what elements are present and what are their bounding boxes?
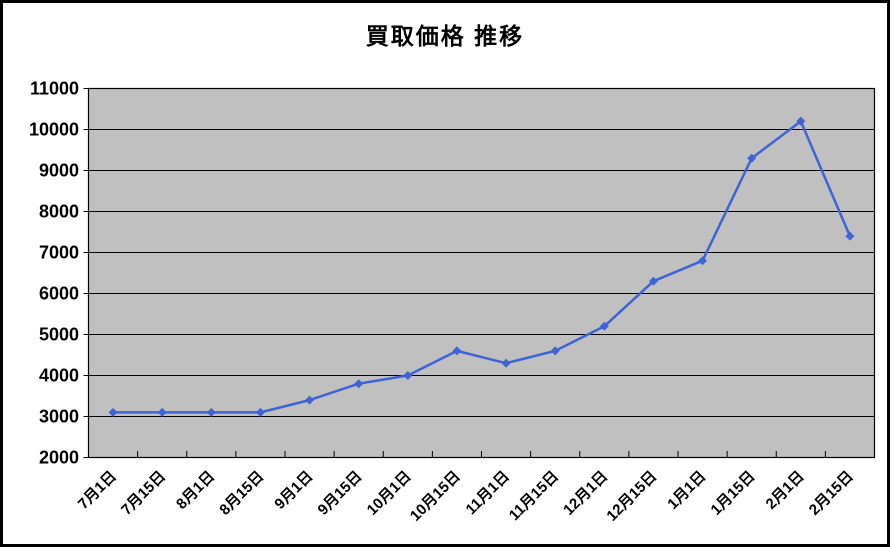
x-axis-label: 11月1日 [463,468,513,518]
data-point-marker [255,407,265,417]
data-point-marker [599,321,609,331]
plot-area [88,88,875,458]
data-point-marker [698,256,708,266]
data-point-marker [796,116,806,126]
y-axis-label: 11000 [30,79,79,99]
y-axis-label: 5000 [39,325,79,345]
data-point-marker [206,407,216,417]
x-axis-label: 12月15日 [603,468,660,525]
x-axis-label: 7月15日 [118,468,169,519]
data-point-marker [550,346,560,356]
y-axis-label: 3000 [39,407,79,427]
x-axis-label: 1月1日 [664,468,709,513]
y-axis-label: 10000 [29,120,79,140]
x-axis-label: 2月1日 [763,468,808,513]
y-axis-label: 7000 [39,243,79,263]
y-axis-label: 6000 [39,284,79,304]
chart-title: 買取価格 推移 [365,23,525,49]
y-axis-label: 2000 [39,448,79,468]
data-point-marker [305,395,315,405]
y-axis-label: 4000 [39,366,79,386]
price-series-line [113,120,852,414]
x-axis-label: 10月15日 [407,468,464,525]
x-axis-label: 8月15日 [216,468,267,519]
x-axis-label: 9月1日 [271,468,316,513]
data-point-marker [157,407,167,417]
data-point-marker [403,371,413,380]
x-axis-label: 2月15日 [806,468,857,519]
x-axis-label: 11月15日 [506,468,562,524]
data-point-marker [648,276,658,286]
y-axis-label: 9000 [39,161,79,181]
data-point-marker [501,358,511,368]
x-axis-label: 10月1日 [364,468,415,519]
data-point-marker [108,407,118,417]
x-axis-label: 8月1日 [173,468,218,513]
x-axis-label: 7月1日 [75,468,120,513]
data-point-marker [845,231,855,241]
y-axis-label: 8000 [39,202,79,222]
plot-border [87,87,876,459]
x-axis-label: 12月1日 [560,468,611,519]
x-axis-label: 9月15日 [315,468,366,519]
data-point-marker [452,346,462,356]
data-point-marker [354,379,364,389]
data-point-marker [747,153,757,163]
x-axis-label: 1月15日 [708,468,759,519]
